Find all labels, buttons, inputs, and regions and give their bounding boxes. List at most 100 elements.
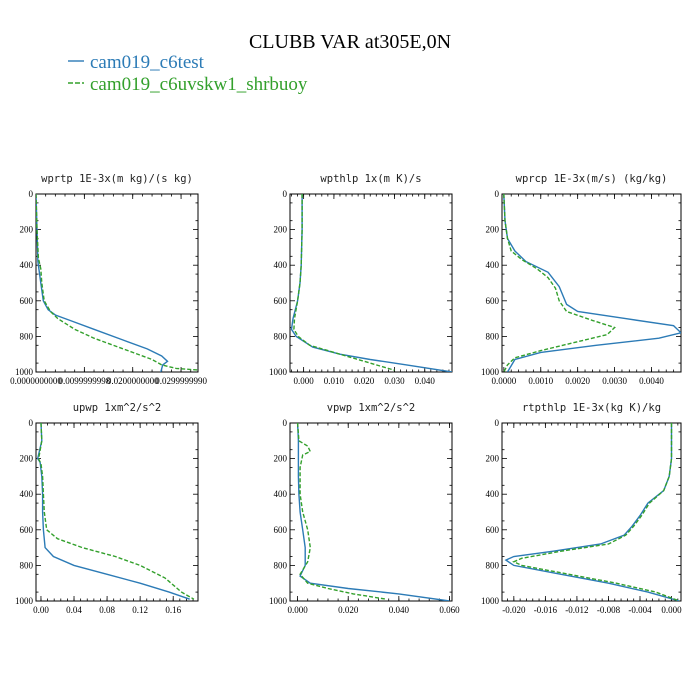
ytick-label-1-0: 0 bbox=[283, 189, 288, 199]
plot-frame-5 bbox=[501, 422, 682, 602]
xtick-label-3-1: 0.04 bbox=[66, 605, 82, 615]
xtick-label-5-3: -0.008 bbox=[597, 605, 621, 615]
series-line-0-0 bbox=[36, 194, 169, 372]
ytick-label-2-4: 800 bbox=[486, 331, 500, 341]
ytick-label-5-3: 600 bbox=[486, 525, 500, 535]
ytick-label-5-0: 0 bbox=[495, 418, 500, 428]
xtick-label-1-1: 0.010 bbox=[324, 376, 345, 386]
xtick-label-0-1: 0.0099999998 bbox=[58, 376, 110, 386]
ytick-label-0-5: 1000 bbox=[15, 367, 34, 377]
legend-label-1: cam019_c6uvskw1_shrbuoy bbox=[90, 74, 308, 95]
ytick-label-4-2: 400 bbox=[274, 489, 288, 499]
ytick-label-1-3: 600 bbox=[274, 296, 288, 306]
series-line-0-1 bbox=[36, 194, 198, 371]
ytick-label-3-3: 600 bbox=[20, 525, 34, 535]
series-line-5-1 bbox=[512, 423, 680, 601]
ytick-label-4-5: 1000 bbox=[269, 596, 288, 606]
xtick-label-1-3: 0.030 bbox=[384, 376, 405, 386]
ytick-label-5-5: 1000 bbox=[481, 596, 500, 606]
xtick-label-4-2: 0.040 bbox=[389, 605, 410, 615]
ytick-label-4-3: 600 bbox=[274, 525, 288, 535]
ytick-label-2-3: 600 bbox=[486, 296, 500, 306]
ytick-label-5-2: 400 bbox=[486, 489, 500, 499]
legend: cam019_c6test cam019_c6uvskw1_shrbuoy bbox=[68, 52, 308, 95]
series-line-5-0 bbox=[504, 423, 680, 601]
series-line-3-1 bbox=[37, 423, 195, 600]
panel-1: wpthlp 1x(m K)/s 0 200 400 600 800 1000 0.000 0.… bbox=[269, 173, 453, 386]
series-line-2-0 bbox=[503, 194, 681, 372]
xtick-label-4-1: 0.020 bbox=[338, 605, 359, 615]
xtick-label-3-4: 0.16 bbox=[165, 605, 181, 615]
plot-frame-0 bbox=[35, 193, 199, 373]
xtick-label-1-0: 0.000 bbox=[294, 376, 315, 386]
xtick-label-1-2: 0.020 bbox=[354, 376, 375, 386]
panel-5: rtpthlp 1E-3x(kg K)/kg02004006008001000-… bbox=[481, 402, 682, 615]
ytick-label-3-4: 800 bbox=[20, 560, 34, 570]
ytick-label-2-2: 400 bbox=[486, 260, 500, 270]
ytick-label-5-1: 200 bbox=[486, 454, 500, 464]
xtick-label-2-3: 0.0030 bbox=[602, 376, 627, 386]
panel-title-1: wpthlp 1x(m K)/s bbox=[320, 173, 421, 185]
ytick-label-1-4: 800 bbox=[274, 331, 288, 341]
series-line-3-0 bbox=[36, 423, 190, 600]
panel-title-5: rtpthlp 1E-3x(kg K)/kg bbox=[522, 402, 661, 414]
ytick-label-2-5: 1000 bbox=[481, 367, 500, 377]
xtick-label-4-0: 0.000 bbox=[287, 605, 308, 615]
ytick-label-5-4: 800 bbox=[486, 560, 500, 570]
xtick-label-2-2: 0.0020 bbox=[565, 376, 590, 386]
panel-0: wprtp 1E-3x(m kg)/(s kg) 0 200 400 600 800 100… bbox=[10, 173, 207, 386]
xtick-label-0-3: 0.0299999990 bbox=[155, 376, 207, 386]
series-line-4-1 bbox=[296, 423, 387, 600]
series-line-4-0 bbox=[296, 423, 450, 601]
ytick-label-1-5: 1000 bbox=[269, 367, 288, 377]
ytick-label-4-0: 0 bbox=[283, 418, 288, 428]
ytick-label-3-5: 1000 bbox=[15, 596, 34, 606]
xtick-label-2-0: 0.0000 bbox=[491, 376, 516, 386]
ytick-label-0-0: 0 bbox=[29, 189, 34, 199]
ytick-label-1-2: 400 bbox=[274, 260, 288, 270]
legend-label-0: cam019_c6test bbox=[90, 52, 205, 73]
plot-frame-1 bbox=[289, 193, 453, 373]
ytick-label-3-2: 400 bbox=[20, 489, 34, 499]
xtick-label-5-4: -0.004 bbox=[628, 605, 652, 615]
series-line-1-1 bbox=[293, 194, 395, 371]
ytick-label-0-4: 800 bbox=[20, 331, 34, 341]
panel-title-2: wprcp 1E-3x(m/s) (kg/kg) bbox=[516, 173, 668, 185]
xtick-label-3-3: 0.12 bbox=[132, 605, 148, 615]
figure-title: CLUBB VAR at305E,0N bbox=[249, 31, 451, 53]
plot-frame-3 bbox=[35, 422, 199, 602]
xtick-label-4-3: 0.060 bbox=[439, 605, 460, 615]
series-line-2-1 bbox=[503, 194, 616, 372]
xtick-label-3-0: 0.00 bbox=[33, 605, 49, 615]
plot-frame-2 bbox=[501, 193, 682, 373]
series-line-1-0 bbox=[290, 194, 452, 372]
panel-title-0: wprtp 1E-3x(m kg)/(s kg) bbox=[41, 173, 193, 185]
ytick-label-1-1: 200 bbox=[274, 225, 288, 235]
xtick-label-5-0: -0.020 bbox=[502, 605, 526, 615]
ytick-label-2-1: 200 bbox=[486, 225, 500, 235]
ytick-label-4-4: 800 bbox=[274, 560, 288, 570]
xtick-label-5-5: 0.000 bbox=[661, 605, 682, 615]
panel-2: wprcp 1E-3x(m/s) (kg/kg) 0 200 400 600 800 100… bbox=[481, 173, 682, 386]
plot-frame-4 bbox=[289, 422, 453, 602]
ytick-label-2-0: 0 bbox=[495, 189, 500, 199]
xtick-label-2-1: 0.0010 bbox=[528, 376, 553, 386]
ytick-label-3-1: 200 bbox=[20, 454, 34, 464]
xtick-label-3-2: 0.08 bbox=[99, 605, 115, 615]
xtick-label-5-2: -0.012 bbox=[565, 605, 588, 615]
xtick-label-0-2: 0.0200000000 bbox=[107, 376, 159, 386]
ytick-label-3-0: 0 bbox=[29, 418, 34, 428]
xtick-label-5-1: -0.016 bbox=[534, 605, 558, 615]
ytick-label-4-1: 200 bbox=[274, 454, 288, 464]
xtick-label-0-0: 0.0000000000 bbox=[10, 376, 62, 386]
panels: wprtp 1E-3x(m kg)/(s kg) 0 200 400 600 800 100… bbox=[10, 173, 682, 615]
panel-title-3: upwp 1xm^2/s^2 bbox=[73, 402, 162, 414]
ytick-label-0-2: 400 bbox=[20, 260, 34, 270]
panel-title-4: vpwp 1xm^2/s^2 bbox=[327, 402, 416, 414]
ytick-label-0-1: 200 bbox=[20, 225, 34, 235]
xtick-label-2-4: 0.0040 bbox=[639, 376, 664, 386]
xtick-label-1-4: 0.040 bbox=[415, 376, 436, 386]
